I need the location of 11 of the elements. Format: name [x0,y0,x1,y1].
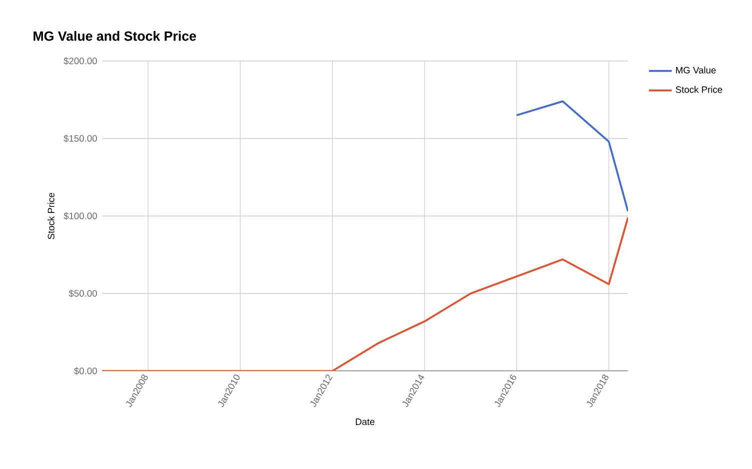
y-tick-label: $0.00 [74,367,97,375]
legend-label: Stock Price [676,86,722,93]
y-tick-label: $150.00 [64,134,97,142]
x-axis-title: Date [356,418,374,426]
y-tick-label: $200.00 [64,57,97,65]
y-tick-label: $100.00 [64,212,97,220]
y-axis-title: Stock Price [48,192,54,240]
chart-title: MG Value and Stock Price [34,31,196,41]
legend-label: MG Value [676,66,716,74]
line-series [516,100,628,212]
y-tick-label: $50.00 [68,290,97,298]
